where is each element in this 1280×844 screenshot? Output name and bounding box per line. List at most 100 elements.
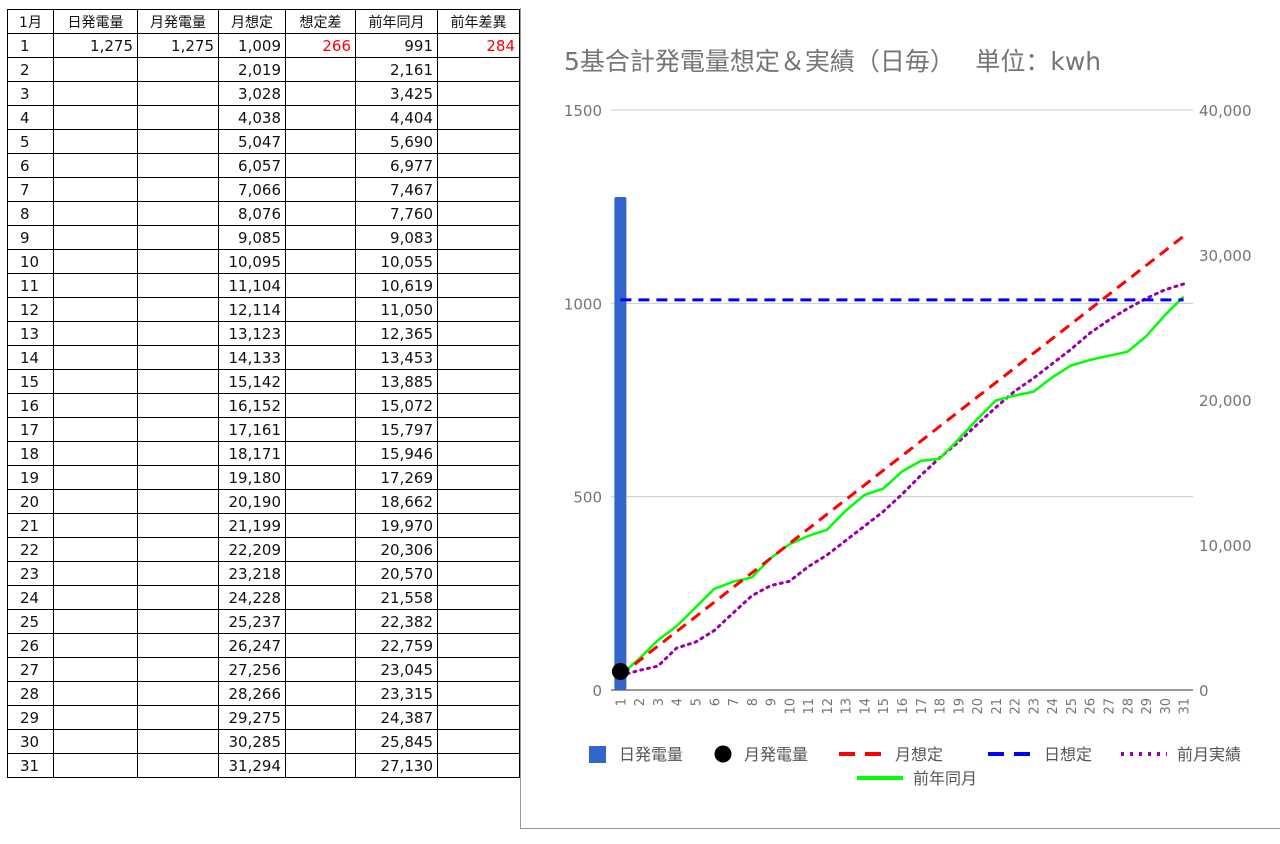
cell-day[interactable]: 21 [7,513,54,538]
cell-monthly-plan[interactable]: 4,038 [218,105,286,130]
cell-monthly-generation[interactable] [137,729,219,754]
cell-prev-year-month[interactable]: 17,269 [355,465,438,490]
cell-monthly-generation[interactable] [137,177,219,202]
cell-daily-generation[interactable] [53,225,138,250]
cell-day[interactable]: 17 [7,417,54,442]
cell-prev-year-month[interactable]: 10,619 [355,273,438,298]
cell-monthly-generation[interactable] [137,81,219,106]
cell-daily-generation[interactable] [53,657,138,682]
cell-monthly-plan[interactable]: 26,247 [218,633,286,658]
cell-plan-difference[interactable] [285,105,356,130]
cell-prev-year-difference[interactable] [437,321,520,346]
cell-day[interactable]: 3 [7,81,54,106]
cell-monthly-plan[interactable]: 7,066 [218,177,286,202]
cell-monthly-plan[interactable]: 2,019 [218,57,286,82]
cell-plan-difference[interactable] [285,393,356,418]
cell-monthly-generation[interactable] [137,297,219,322]
cell-monthly-generation[interactable] [137,489,219,514]
cell-prev-year-month[interactable]: 7,760 [355,201,438,226]
cell-plan-difference[interactable] [285,753,356,778]
cell-monthly-generation[interactable] [137,537,219,562]
cell-daily-generation[interactable] [53,177,138,202]
cell-day[interactable]: 24 [7,585,54,610]
cell-day[interactable]: 8 [7,201,54,226]
cell-prev-year-difference[interactable] [437,369,520,394]
cell-monthly-plan[interactable]: 30,285 [218,729,286,754]
cell-prev-year-month[interactable]: 6,977 [355,153,438,178]
cell-prev-year-month[interactable]: 25,845 [355,729,438,754]
cell-prev-year-month[interactable]: 20,570 [355,561,438,586]
cell-day[interactable]: 13 [7,321,54,346]
cell-daily-generation[interactable] [53,537,138,562]
cell-prev-year-difference[interactable] [437,681,520,706]
header-month[interactable]: 1月 [7,9,54,34]
cell-monthly-plan[interactable]: 20,190 [218,489,286,514]
cell-prev-year-month[interactable]: 22,382 [355,609,438,634]
cell-plan-difference[interactable] [285,657,356,682]
cell-monthly-plan[interactable]: 16,152 [218,393,286,418]
cell-daily-generation[interactable] [53,297,138,322]
cell-day[interactable]: 9 [7,225,54,250]
cell-monthly-generation[interactable] [137,273,219,298]
cell-prev-year-difference[interactable] [437,705,520,730]
cell-daily-generation[interactable] [53,753,138,778]
cell-monthly-plan[interactable]: 21,199 [218,513,286,538]
cell-daily-generation[interactable] [53,345,138,370]
cell-prev-year-difference[interactable] [437,249,520,274]
cell-monthly-generation[interactable] [137,609,219,634]
cell-plan-difference[interactable] [285,225,356,250]
cell-daily-generation[interactable] [53,441,138,466]
cell-day[interactable]: 1 [7,33,54,58]
cell-day[interactable]: 12 [7,297,54,322]
cell-prev-year-month[interactable]: 20,306 [355,537,438,562]
cell-prev-year-month[interactable]: 21,558 [355,585,438,610]
header-prev-year-month[interactable]: 前年同月 [355,9,438,34]
cell-prev-year-month[interactable]: 24,387 [355,705,438,730]
cell-plan-difference[interactable] [285,489,356,514]
cell-prev-year-month[interactable]: 4,404 [355,105,438,130]
cell-prev-year-difference[interactable] [437,489,520,514]
cell-day[interactable]: 7 [7,177,54,202]
cell-plan-difference[interactable] [285,297,356,322]
cell-prev-year-month[interactable]: 23,045 [355,657,438,682]
cell-daily-generation[interactable] [53,681,138,706]
cell-prev-year-difference[interactable] [437,657,520,682]
cell-monthly-plan[interactable]: 1,009 [218,33,286,58]
cell-prev-year-month[interactable]: 3,425 [355,81,438,106]
cell-day[interactable]: 5 [7,129,54,154]
cell-day[interactable]: 25 [7,609,54,634]
cell-prev-year-month[interactable]: 11,050 [355,297,438,322]
cell-plan-difference[interactable] [285,321,356,346]
cell-prev-year-difference[interactable] [437,561,520,586]
cell-monthly-generation[interactable] [137,561,219,586]
cell-prev-year-month[interactable]: 2,161 [355,57,438,82]
header-plan-difference[interactable]: 想定差 [285,9,356,34]
cell-prev-year-month[interactable]: 15,797 [355,417,438,442]
cell-day[interactable]: 10 [7,249,54,274]
cell-monthly-generation[interactable] [137,369,219,394]
cell-prev-year-difference[interactable] [437,441,520,466]
cell-monthly-plan[interactable]: 12,114 [218,297,286,322]
legend-item[interactable]: 前年同月 [857,769,977,788]
cell-daily-generation[interactable] [53,417,138,442]
cell-day[interactable]: 20 [7,489,54,514]
cell-monthly-generation[interactable] [137,657,219,682]
legend-item[interactable]: 前月実績 [1121,745,1241,764]
cell-prev-year-month[interactable]: 12,365 [355,321,438,346]
cell-prev-year-difference[interactable] [437,513,520,538]
cell-monthly-plan[interactable]: 25,237 [218,609,286,634]
cell-prev-year-month[interactable]: 22,759 [355,633,438,658]
chart-panel[interactable]: 5基合計発電量想定＆実績（日毎） 単位：kwh 0 500 1000 1500 0 10,… [520,8,1280,829]
cell-plan-difference[interactable] [285,153,356,178]
header-daily-generation[interactable]: 日発電量 [53,9,138,34]
cell-plan-difference[interactable] [285,441,356,466]
cell-daily-generation[interactable] [53,369,138,394]
cell-monthly-generation[interactable]: 1,275 [137,33,219,58]
cell-prev-year-difference[interactable] [437,585,520,610]
cell-day[interactable]: 18 [7,441,54,466]
cell-plan-difference[interactable] [285,705,356,730]
cell-prev-year-difference[interactable] [437,345,520,370]
cell-daily-generation[interactable]: 1,275 [53,33,138,58]
cell-day[interactable]: 31 [7,753,54,778]
cell-prev-year-difference[interactable] [437,273,520,298]
